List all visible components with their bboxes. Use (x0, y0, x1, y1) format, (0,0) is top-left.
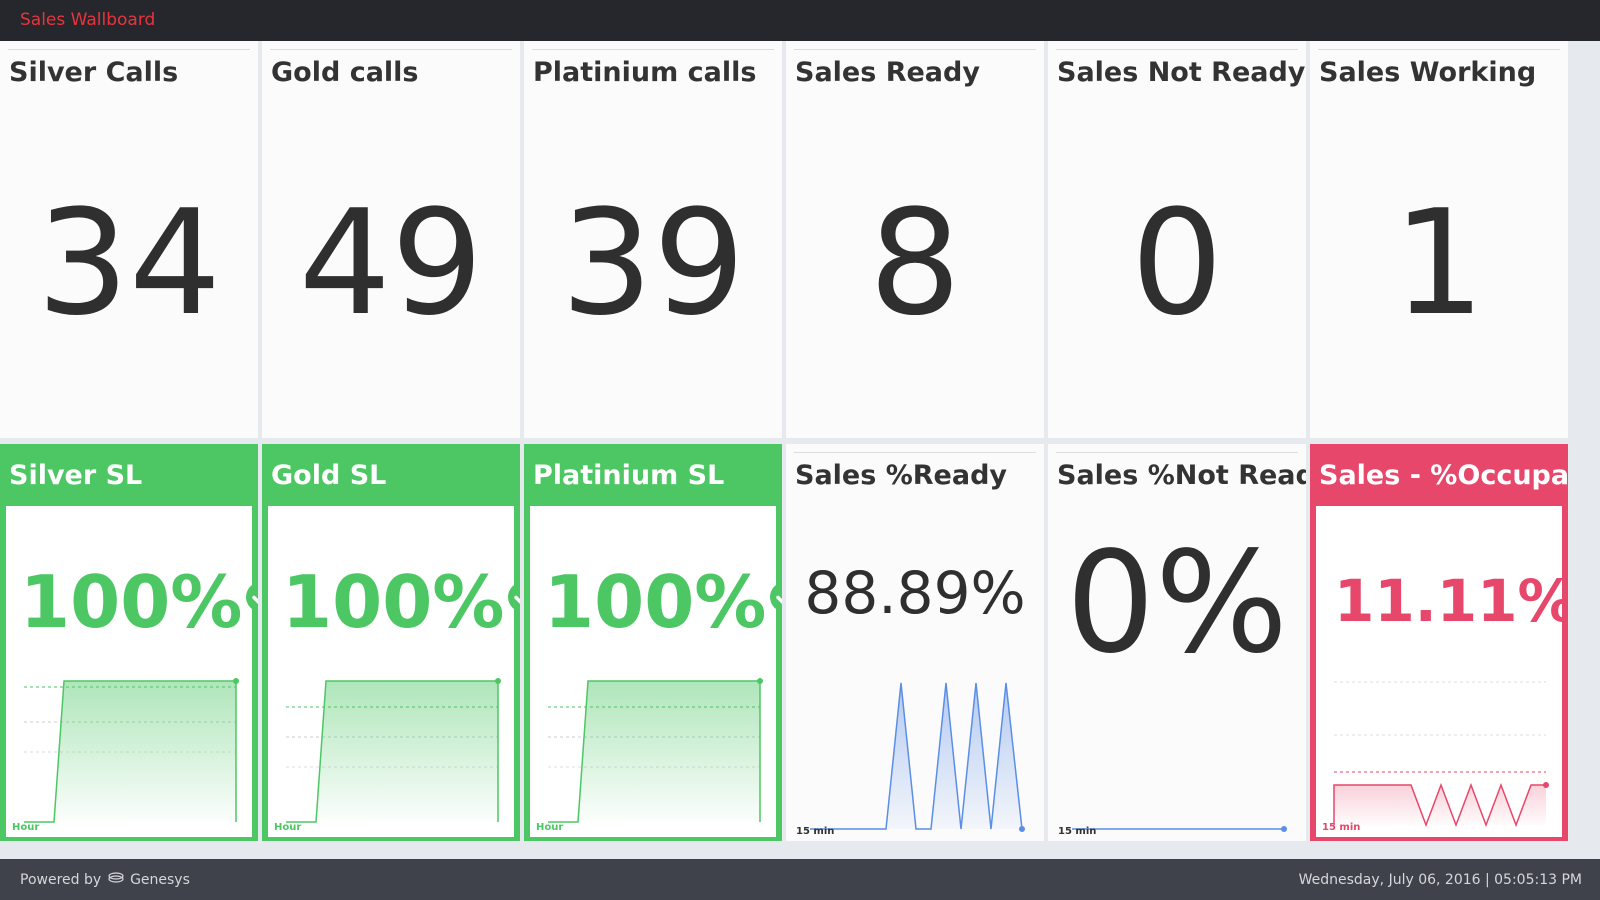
brand-name: Genesys (130, 872, 190, 888)
tile-title: Sales Ready (795, 57, 980, 88)
tile-sales-pct-ready[interactable]: Sales %Ready 88.89% 15 min (786, 444, 1044, 841)
tile-title: Silver SL (9, 460, 143, 491)
tile-platinium-calls[interactable]: Platinium calls 39 (524, 41, 782, 438)
tile-value: 34 (36, 179, 222, 348)
tile-value: 8 (868, 179, 962, 348)
chart-label: Hour (536, 822, 564, 833)
tile-value: 11.11% (1334, 567, 1568, 635)
tile-sales-working[interactable]: Sales Working 1 (1310, 41, 1568, 438)
tile-title: Sales %Ready (795, 460, 1008, 491)
check-circle-icon (246, 582, 258, 613)
tile-silver-calls[interactable]: Silver Calls 34 (0, 41, 258, 438)
tile-gold-sl[interactable]: Gold SL 100% Hour (262, 444, 520, 841)
tile-title: Sales Not Ready (1057, 57, 1306, 88)
occupancy-trend-chart (1333, 681, 1549, 828)
powered-by-label: Powered by (20, 872, 102, 888)
tile-body: 100% Hour (268, 506, 520, 837)
tile-value: 100% (544, 560, 767, 644)
wallboard-grid: Silver Calls 34 Gold calls 49 Platinium … (0, 41, 1600, 859)
top-bar: Sales Wallboard (0, 0, 1600, 41)
tile-title: Sales %Not Ready (1057, 460, 1306, 491)
tile-title: Platinium calls (533, 57, 757, 88)
chart-label: 15 min (1322, 822, 1361, 833)
chart-label: Hour (274, 822, 302, 833)
tile-value: 1 (1392, 179, 1486, 348)
genesys-logo-icon (108, 872, 124, 888)
tile-title: Platinium SL (533, 460, 725, 491)
chart-label: 15 min (1058, 826, 1097, 837)
tile-title: Silver Calls (9, 57, 179, 88)
sl-trend-chart (24, 678, 239, 823)
tile-sales-pct-not-ready[interactable]: Sales %Not Ready 0% 15 min (1048, 444, 1306, 841)
tile-value: 100% (20, 560, 243, 644)
tile-platinium-sl[interactable]: Platinium SL 100% Hour (524, 444, 782, 841)
footer: Powered by Genesys Wednesday, July 06, 2… (0, 859, 1600, 900)
sl-trend-chart (548, 678, 763, 823)
tile-body: 100% Hour (6, 506, 258, 837)
tile-body: 11.11% 15 min (1316, 506, 1568, 837)
tile-value: 88.89% (804, 559, 1026, 627)
not-ready-trend-chart (1072, 826, 1287, 832)
tile-value: 39 (560, 179, 746, 348)
check-circle-icon (770, 582, 782, 613)
tile-title: Gold calls (271, 57, 419, 88)
tile-sales-ready[interactable]: Sales Ready 8 (786, 41, 1044, 438)
check-circle-icon (508, 582, 520, 613)
tile-gold-calls[interactable]: Gold calls 49 (262, 41, 520, 438)
page-title: Sales Wallboard (20, 10, 156, 30)
tile-value: 49 (298, 179, 484, 348)
tile-sales-not-ready[interactable]: Sales Not Ready 0 (1048, 41, 1306, 438)
tile-value: 0% (1065, 522, 1289, 685)
ready-trend-chart (810, 682, 1025, 832)
datetime-display: Wednesday, July 06, 2016 | 05:05:13 PM (1298, 872, 1582, 888)
sl-trend-chart (286, 678, 501, 823)
tile-title: Sales Working (1319, 57, 1537, 88)
chart-label: Hour (12, 822, 40, 833)
chart-label: 15 min (796, 826, 835, 837)
tile-body: 100% Hour (530, 506, 782, 837)
tile-value: 100% (282, 560, 505, 644)
tile-value: 0 (1130, 179, 1224, 348)
tile-title: Sales - %Occupa... (1319, 460, 1568, 491)
tile-sales-occupancy[interactable]: Sales - %Occupa... 11.11% 15 min (1310, 444, 1568, 841)
tile-silver-sl[interactable]: Silver SL 100% Hour (0, 444, 258, 841)
tile-title: Gold SL (271, 460, 387, 491)
